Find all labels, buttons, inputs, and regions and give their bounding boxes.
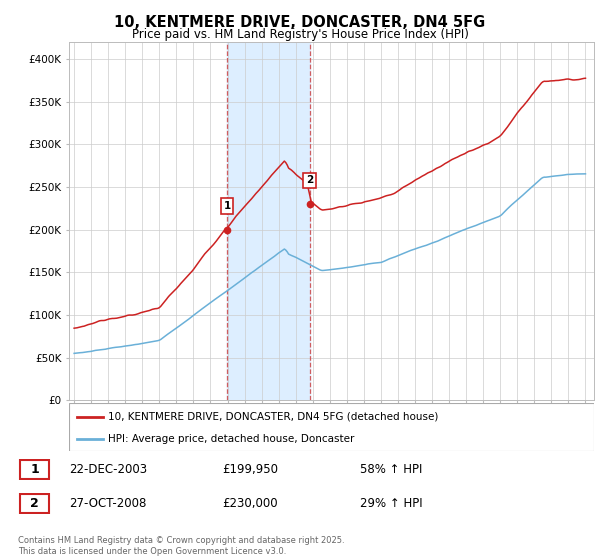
Text: 10, KENTMERE DRIVE, DONCASTER, DN4 5FG (detached house): 10, KENTMERE DRIVE, DONCASTER, DN4 5FG (…	[109, 412, 439, 422]
FancyBboxPatch shape	[20, 494, 49, 513]
Bar	[227, 42, 310, 400]
Text: 27-OCT-2008: 27-OCT-2008	[69, 497, 146, 510]
Text: Contains HM Land Registry data © Crown copyright and database right 2025.
This d: Contains HM Land Registry data © Crown c…	[18, 536, 344, 556]
Text: £199,950: £199,950	[222, 463, 278, 477]
Text: 1: 1	[30, 463, 39, 477]
FancyBboxPatch shape	[20, 460, 49, 479]
Text: 2: 2	[306, 175, 313, 185]
Text: 58% ↑ HPI: 58% ↑ HPI	[360, 463, 422, 477]
Text: Price paid vs. HM Land Registry's House Price Index (HPI): Price paid vs. HM Land Registry's House …	[131, 28, 469, 41]
Text: 1: 1	[223, 201, 230, 211]
Text: HPI: Average price, detached house, Doncaster: HPI: Average price, detached house, Donc…	[109, 434, 355, 444]
Text: 22-DEC-2003: 22-DEC-2003	[69, 463, 147, 477]
Text: 10, KENTMERE DRIVE, DONCASTER, DN4 5FG: 10, KENTMERE DRIVE, DONCASTER, DN4 5FG	[115, 15, 485, 30]
Text: £230,000: £230,000	[222, 497, 278, 510]
Text: 29% ↑ HPI: 29% ↑ HPI	[360, 497, 422, 510]
Text: 2: 2	[30, 497, 39, 510]
FancyBboxPatch shape	[69, 403, 594, 451]
